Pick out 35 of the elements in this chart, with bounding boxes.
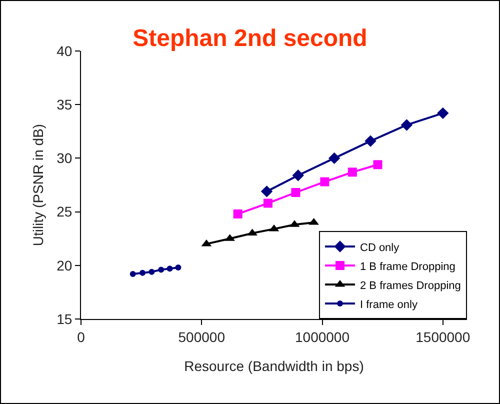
point <box>292 170 304 182</box>
y-tick-label: 20 <box>56 257 72 274</box>
point <box>130 270 136 277</box>
y-tick-label: 25 <box>56 204 72 220</box>
y-tick-label: 40 <box>56 42 72 59</box>
point <box>158 266 164 273</box>
point <box>400 119 413 131</box>
point <box>260 186 273 198</box>
y-tick-label: 35 <box>56 96 72 112</box>
point <box>320 177 330 186</box>
point <box>364 135 376 147</box>
y-axis-title: Utility (PSNR in dB) <box>30 124 46 246</box>
point <box>148 268 155 275</box>
x-tick-label: 500000 <box>178 328 226 345</box>
point <box>263 198 272 208</box>
legend-label: 1 B frame Dropping <box>360 260 456 273</box>
point <box>140 270 146 276</box>
point <box>175 264 182 271</box>
chart-title: Stephan 2nd second <box>132 24 368 52</box>
y-tick-label: 15 <box>56 310 72 327</box>
point <box>373 160 382 170</box>
legend-label: 2 B frames Dropping <box>360 280 461 292</box>
point <box>348 168 357 177</box>
point <box>166 266 173 272</box>
point <box>437 107 449 120</box>
point <box>233 209 242 218</box>
point <box>291 188 300 197</box>
point <box>328 152 340 164</box>
x-tick-label: 0 <box>77 328 86 345</box>
x-axis-title: Resource (Bandwidth in bps) <box>184 358 364 374</box>
x-tick-label: 1000000 <box>294 328 350 345</box>
y-tick-label: 30 <box>56 150 72 166</box>
legend-label: CD only <box>360 242 400 254</box>
x-tick-label: 1500000 <box>416 328 470 345</box>
legend-label: I frame only <box>360 298 418 311</box>
